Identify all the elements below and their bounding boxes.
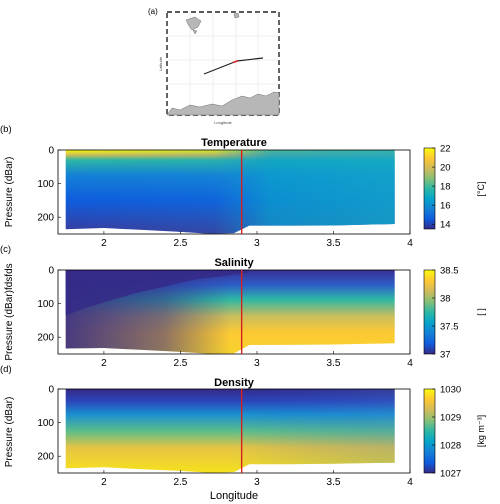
map-ylabel: Latitude <box>158 56 163 71</box>
temperature-colorbar: 22 20 18 16 14 [°C] <box>423 144 486 231</box>
panel-label-d: (d) <box>0 364 12 375</box>
density-ticks: 2 2.5 3 3.5 4 0 100 200 <box>37 385 413 489</box>
salinity-axes <box>57 269 411 355</box>
colorbar-tick-label: 20 <box>440 163 451 174</box>
temperature-colorbar-bar <box>423 147 436 230</box>
y-tick-label: 0 <box>48 266 54 277</box>
x-tick-label: 3 <box>254 477 260 488</box>
density-plot: 2 2.5 3 3.5 4 0 100 200 <box>37 385 413 489</box>
section-east <box>236 57 264 62</box>
colorbar-tick-label: 38.5 <box>440 266 459 277</box>
density-colorbar: 1030 1029 1028 1027 [kg m⁻³] <box>423 385 486 480</box>
island-top <box>233 12 240 19</box>
x-tick-label: 4 <box>407 358 413 369</box>
colorbar-tick-label: 1027 <box>440 469 461 480</box>
x-tick-label: 2 <box>101 358 107 369</box>
colorbar-tick-label: 18 <box>440 182 451 193</box>
y-tick-label: 100 <box>37 299 54 310</box>
salinity-title: Salinity <box>214 257 254 269</box>
salinity-colorbar-bar <box>423 269 436 355</box>
salinity-ticks: 2 2.5 3 3.5 4 0 100 200 <box>37 266 413 370</box>
x-tick-label: 3.5 <box>327 358 341 369</box>
temperature-colorbar-ticks: 22 20 18 16 14 <box>432 144 451 231</box>
x-tick-label: 3.5 <box>327 477 341 488</box>
colorbar-tick-label: 14 <box>440 220 451 231</box>
colorbar-tick-label: 16 <box>440 201 451 212</box>
section-west <box>203 60 238 75</box>
density-title: Density <box>214 377 255 389</box>
y-tick-label: 200 <box>37 213 54 224</box>
temperature-plot: 2 2.5 3 3.5 4 0 100 200 <box>37 146 413 250</box>
y-tick-label: 200 <box>37 452 54 463</box>
colorbar-tick-label: 22 <box>440 144 451 155</box>
salinity-colorbar: 38.5 38 37.5 37 [ ] <box>423 266 486 361</box>
temperature-title: Temperature <box>201 137 267 149</box>
colorbar-tick-label: 37 <box>440 350 451 361</box>
x-tick-label: 2 <box>101 477 107 488</box>
y-tick-label: 0 <box>48 385 54 396</box>
island-small <box>192 29 198 35</box>
temperature-ticks: 2 2.5 3 3.5 4 0 100 200 <box>37 146 413 250</box>
salinity-ylabel: Pressure (dBar)fdsfds <box>4 263 15 360</box>
y-tick-label: 100 <box>37 179 54 190</box>
colorbar-tick-label: 1029 <box>440 413 461 424</box>
x-tick-label: 3 <box>254 238 260 249</box>
density-colorbar-label: [kg m⁻³] <box>476 415 486 447</box>
salinity-colorbar-ticks: 38.5 38 37.5 37 <box>432 266 459 361</box>
y-tick-label: 100 <box>37 418 54 429</box>
temperature-field-east <box>65 150 395 234</box>
salinity-field-west <box>65 270 395 354</box>
density-xlabel: Longitude <box>210 490 258 502</box>
colorbar-tick-label: 1030 <box>440 385 461 396</box>
salinity-plot: 2 2.5 3 3.5 4 0 100 200 <box>37 266 413 370</box>
density-axes <box>57 388 411 474</box>
panel-label-c: (c) <box>0 244 11 255</box>
density-field-east <box>65 389 395 473</box>
temperature-axes <box>57 149 411 235</box>
section-highlight <box>232 60 239 64</box>
x-tick-label: 4 <box>407 477 413 488</box>
colorbar-tick-label: 38 <box>440 294 451 305</box>
x-tick-label: 3 <box>254 358 260 369</box>
salinity-colorbar-label: [ ] <box>476 308 486 316</box>
x-tick-label: 3.5 <box>327 238 341 249</box>
density-colorbar-bar <box>423 388 436 474</box>
density-colorbar-ticks: 1030 1029 1028 1027 <box>432 385 461 480</box>
map-inset: Longitude Latitude <box>158 11 280 125</box>
density-ylabel: Pressure (dBar) <box>4 397 15 468</box>
panel-label-a: (a) <box>148 7 158 16</box>
salinity-fresh-wedge <box>65 270 250 316</box>
colorbar-tick-label: 37.5 <box>440 322 459 333</box>
y-tick-label: 200 <box>37 333 54 344</box>
colorbar-tick-label: 1028 <box>440 441 461 452</box>
x-tick-label: 2.5 <box>173 358 187 369</box>
map-grid <box>167 12 279 115</box>
y-tick-label: 0 <box>48 146 54 157</box>
temperature-ylabel: Pressure (dBar) <box>4 157 15 228</box>
panel-label-b: (b) <box>0 124 12 135</box>
x-tick-label: 2.5 <box>173 238 187 249</box>
island-left <box>185 16 202 31</box>
x-tick-label: 2.5 <box>173 477 187 488</box>
map-xlabel: Longitude <box>214 120 232 125</box>
x-tick-label: 2 <box>101 238 107 249</box>
x-tick-label: 4 <box>407 238 413 249</box>
coastline-south <box>166 91 280 116</box>
temperature-colorbar-label: [°C] <box>476 181 486 196</box>
